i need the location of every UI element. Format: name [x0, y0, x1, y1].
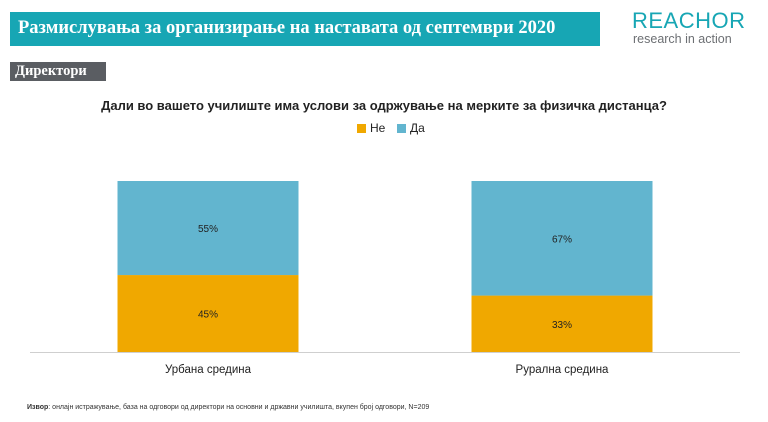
- bar-da-1: [117, 181, 299, 276]
- page-title: Размислувања за организирање на настават…: [18, 18, 556, 38]
- logo-tagline: research in action: [633, 32, 732, 46]
- title-bar: Размислувања за организирање на настават…: [10, 12, 600, 46]
- bar-da-2: [471, 181, 653, 296]
- category-label-1: Урбана средина: [165, 364, 252, 376]
- source-label: Извор: [27, 404, 49, 411]
- legend-label-da: Да: [410, 121, 425, 135]
- legend-label-ne: Не: [370, 121, 386, 135]
- chart-question: Дали во вашето училиште има услови за од…: [101, 98, 667, 113]
- section-label: Директори: [10, 62, 106, 81]
- source-text: : онлајн истражување, база на одговори о…: [48, 404, 430, 411]
- data-label-ne-1: 45%: [198, 310, 218, 321]
- bar-ne-1: [117, 275, 299, 352]
- bar-ne-2: [471, 295, 653, 352]
- section-label-text: Директори: [15, 63, 87, 79]
- legend-swatch-ne: [357, 124, 366, 133]
- data-label-da-2: 67%: [552, 234, 572, 245]
- legend-swatch-da: [397, 124, 406, 133]
- reactor-logo: REACHOR research in action: [632, 8, 762, 48]
- data-label-ne-2: 33%: [552, 320, 572, 331]
- logo-main-text: REACHOR: [632, 8, 746, 33]
- data-label-da-1: 55%: [198, 224, 218, 235]
- source-note: Извор: онлајн истражување, база на одгов…: [27, 404, 429, 411]
- category-label-2: Рурална средина: [516, 364, 610, 376]
